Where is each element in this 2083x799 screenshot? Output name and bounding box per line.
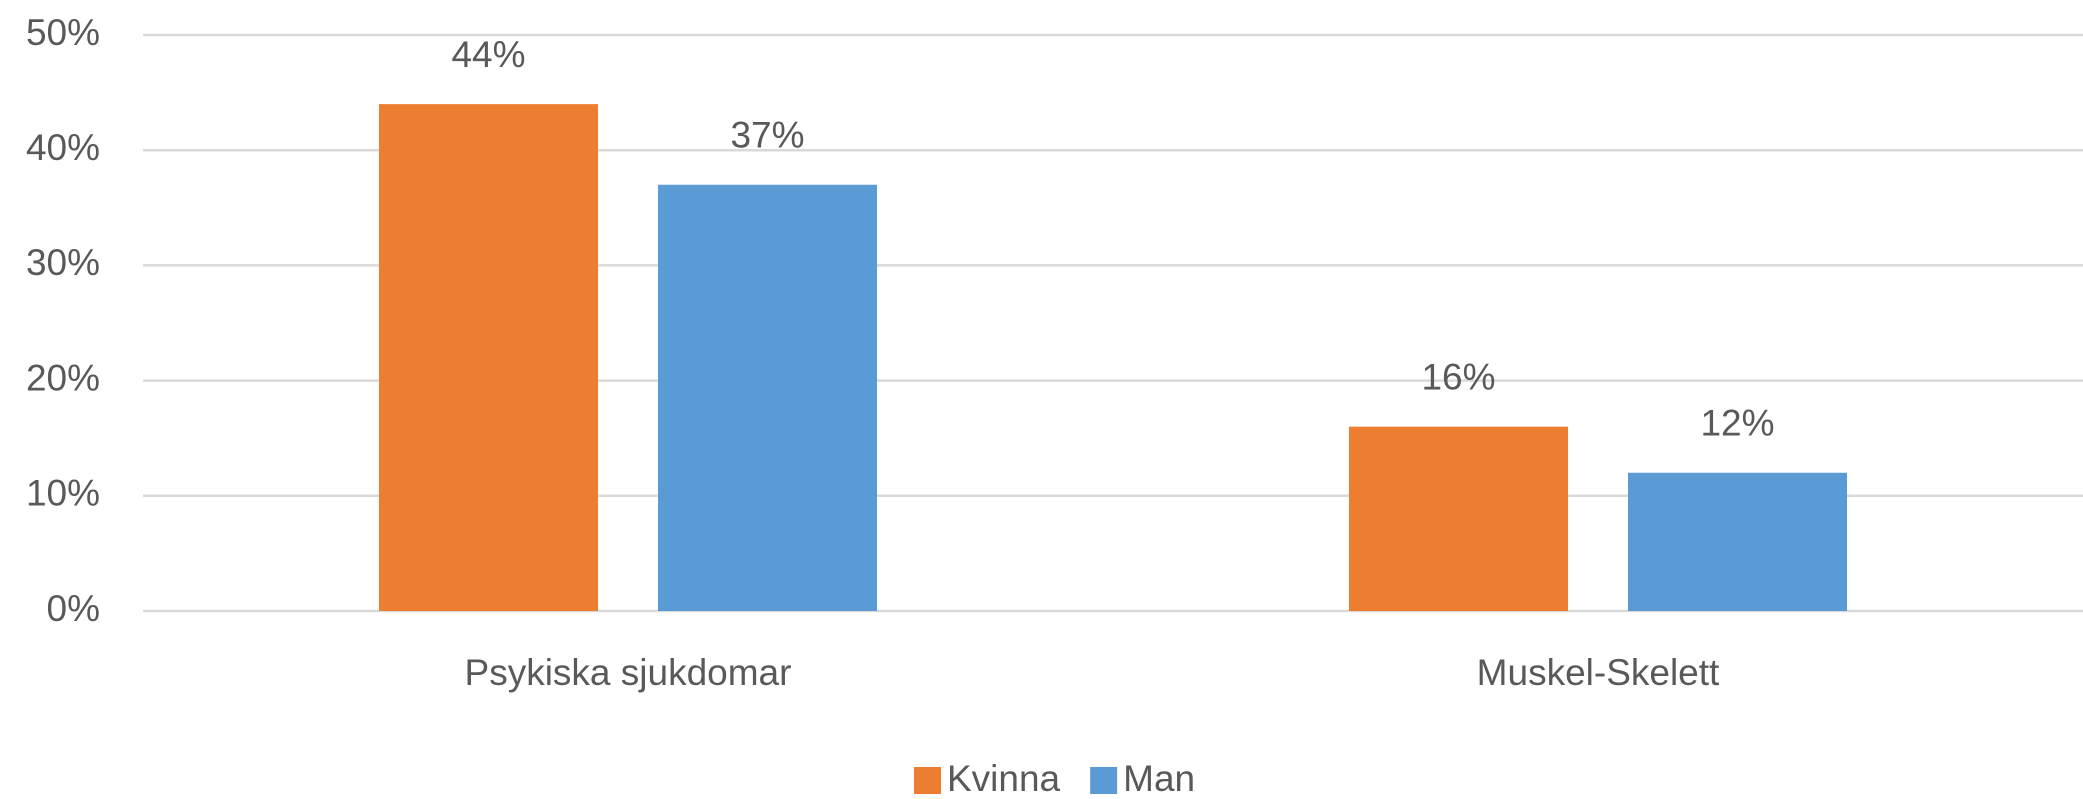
bar [1628,472,1847,611]
legend-swatch [914,767,941,794]
value-label: 12% [1700,403,1774,444]
y-tick-label: 30% [26,242,100,283]
legend-swatch [1090,767,1118,794]
legend-label: Man [1123,758,1195,799]
y-tick-label: 20% [26,357,100,398]
bar [658,184,877,611]
bar [1349,426,1568,611]
bar [379,104,598,612]
y-tick-label: 0% [47,588,100,629]
y-tick-label: 10% [26,473,100,514]
x-tick-label: Muskel-Skelett [1477,652,1720,693]
y-tick-label: 50% [26,12,100,53]
value-label: 16% [1421,356,1495,397]
value-label: 44% [451,34,525,75]
x-tick-label: Psykiska sjukdomar [465,652,792,693]
y-tick-label: 40% [26,127,100,168]
legend-label: Kvinna [947,758,1061,799]
value-label: 37% [730,115,804,156]
